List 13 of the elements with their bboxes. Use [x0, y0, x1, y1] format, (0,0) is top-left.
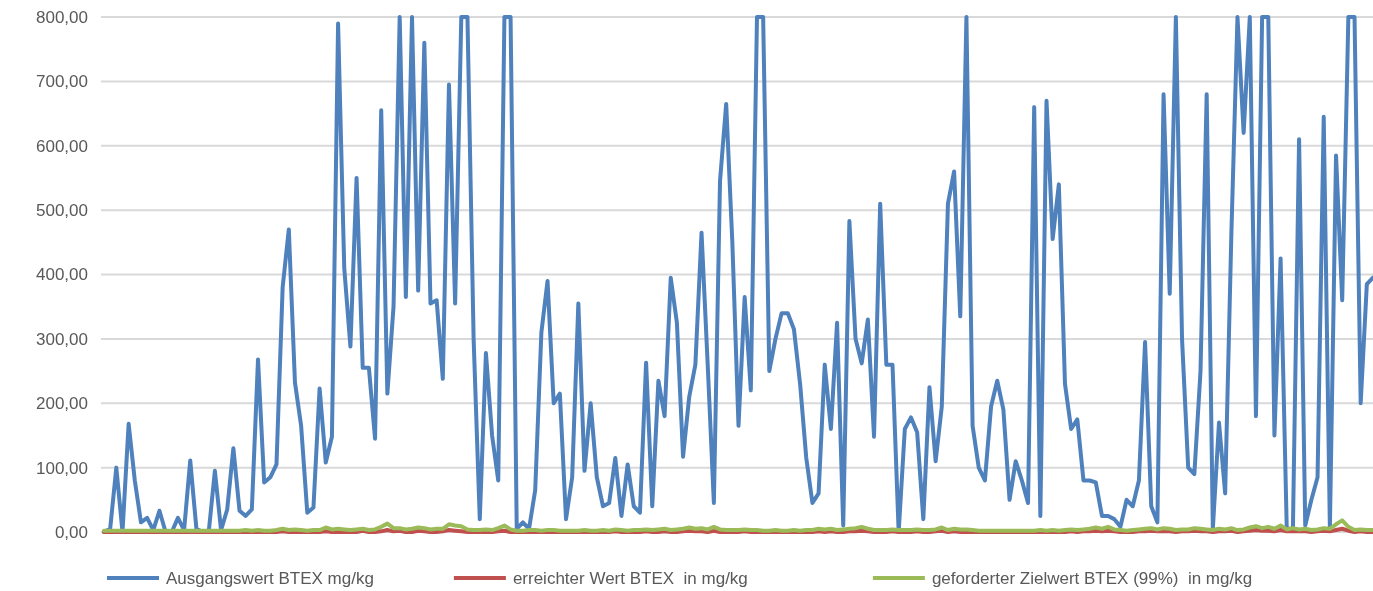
y-tick-label: 0,00: [54, 522, 88, 542]
y-tick-label: 300,00: [36, 329, 88, 349]
legend-label: Ausgangswert BTEX mg/kg: [166, 568, 374, 588]
y-tick-label: 100,00: [36, 458, 88, 478]
y-tick-label: 800,00: [36, 7, 88, 27]
y-tick-label: 600,00: [36, 136, 88, 156]
y-tick-label: 200,00: [36, 394, 88, 414]
legend-label: geforderter Zielwert BTEX (99%) in mg/kg: [931, 568, 1253, 588]
y-tick-label: 700,00: [36, 72, 88, 92]
y-tick-label: 400,00: [36, 265, 88, 285]
y-tick-label: 500,00: [36, 201, 88, 221]
legend-label: erreichter Wert BTEX in mg/kg: [512, 568, 748, 588]
line-series: [102, 518, 1373, 533]
